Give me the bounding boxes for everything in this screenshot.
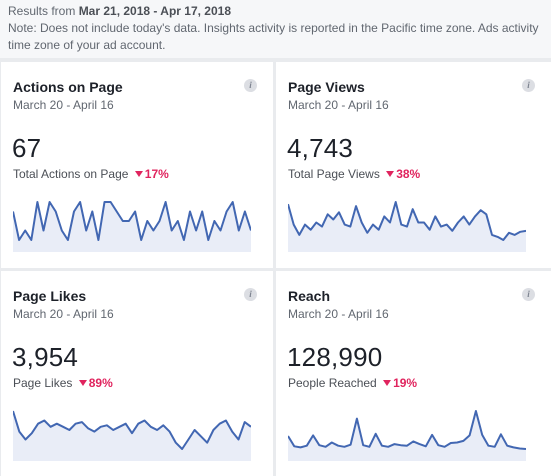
metric-label: Total Page Views xyxy=(288,167,380,181)
down-triangle-icon xyxy=(383,380,392,386)
change-badge: 89% xyxy=(78,376,113,390)
trend-sparkline xyxy=(13,201,251,252)
results-header: Results from Mar 21, 2018 - Apr 17, 2018… xyxy=(0,0,551,58)
trend-line xyxy=(13,410,251,450)
timezone-note-line-2: time zone of your ad account. xyxy=(8,38,166,52)
info-icon[interactable]: i xyxy=(522,288,535,301)
change-percent: 89% xyxy=(88,376,113,390)
results-date-line: Results from Mar 21, 2018 - Apr 17, 2018 xyxy=(8,3,543,20)
info-icon[interactable]: i xyxy=(522,79,535,92)
trend-sparkline xyxy=(13,410,251,461)
trend-area xyxy=(13,202,251,252)
trend-sparkline xyxy=(288,410,526,461)
trend-line xyxy=(13,201,251,241)
metric-label: Total Actions on Page xyxy=(13,167,129,181)
card-title: Reach xyxy=(288,288,331,304)
card-date-range: March 20 - April 16 xyxy=(288,98,389,112)
change-badge: 19% xyxy=(383,376,417,390)
card-title: Actions on Page xyxy=(13,79,123,95)
change-percent: 17% xyxy=(144,167,169,181)
down-triangle-icon xyxy=(386,171,395,177)
results-prefix: Results from xyxy=(8,4,79,18)
info-icon[interactable]: i xyxy=(244,79,257,92)
timezone-note-line-1: Note: Does not include today's data. Ins… xyxy=(8,21,539,35)
info-icon[interactable]: i xyxy=(244,288,257,301)
trend-sparkline xyxy=(288,201,526,252)
metric-summary: Page Likes 89% xyxy=(13,376,113,390)
card-page-likes[interactable]: Page Likes March 20 - April 16 i 3,954 P… xyxy=(1,271,273,476)
results-date-range: Mar 21, 2018 - Apr 17, 2018 xyxy=(78,4,232,18)
change-badge: 38% xyxy=(386,167,420,181)
change-percent: 19% xyxy=(393,376,418,390)
metric-summary: People Reached 19% xyxy=(288,376,417,390)
trend-line xyxy=(288,410,526,450)
trend-area xyxy=(13,411,251,461)
insights-card-grid: Actions on Page March 20 - April 16 i 67… xyxy=(0,62,551,476)
card-date-range: March 20 - April 16 xyxy=(288,307,389,321)
card-title: Page Likes xyxy=(13,288,87,304)
card-actions-on-page[interactable]: Actions on Page March 20 - April 16 i 67… xyxy=(1,62,273,268)
metric-summary: Total Page Views 38% xyxy=(288,167,420,181)
card-page-views[interactable]: Page Views March 20 - April 16 i 4,743 T… xyxy=(276,62,551,268)
down-triangle-icon xyxy=(134,171,143,177)
down-triangle-icon xyxy=(78,380,87,386)
metric-summary: Total Actions on Page 17% xyxy=(13,167,169,181)
metric-value: 67 xyxy=(12,133,42,163)
card-date-range: March 20 - April 16 xyxy=(13,98,114,112)
change-badge: 17% xyxy=(134,167,169,181)
metric-label: Page Likes xyxy=(13,376,73,390)
metric-label: People Reached xyxy=(288,376,377,390)
metric-value: 4,743 xyxy=(287,133,354,163)
card-date-range: March 20 - April 16 xyxy=(13,307,114,321)
metric-value: 128,990 xyxy=(287,342,383,372)
card-title: Page Views xyxy=(288,79,365,95)
card-reach[interactable]: Reach March 20 - April 16 i 128,990 Peop… xyxy=(276,271,551,476)
trend-line xyxy=(288,201,526,241)
metric-value: 3,954 xyxy=(12,342,79,372)
change-percent: 38% xyxy=(396,167,421,181)
trend-area xyxy=(288,411,526,461)
